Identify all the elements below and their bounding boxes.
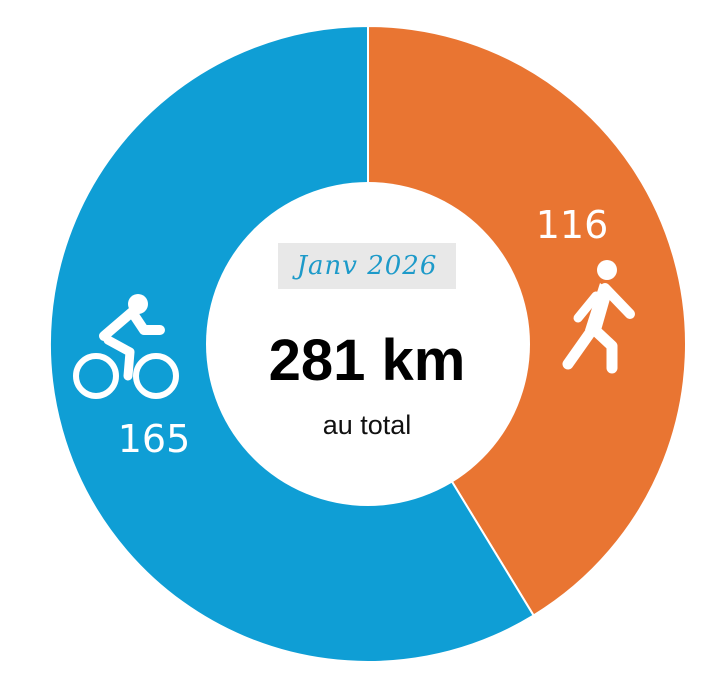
- walking-person-icon: [562, 260, 635, 374]
- cyclist-icon: [73, 294, 179, 399]
- slice-value-vélo: 165: [118, 417, 191, 461]
- total-distance: 281 km: [268, 328, 466, 393]
- total-caption: au total: [322, 410, 412, 440]
- slice-value-marche: 116: [536, 203, 609, 247]
- period-label: Janv 2026: [296, 251, 438, 281]
- period-badge: Janv 2026: [278, 243, 456, 289]
